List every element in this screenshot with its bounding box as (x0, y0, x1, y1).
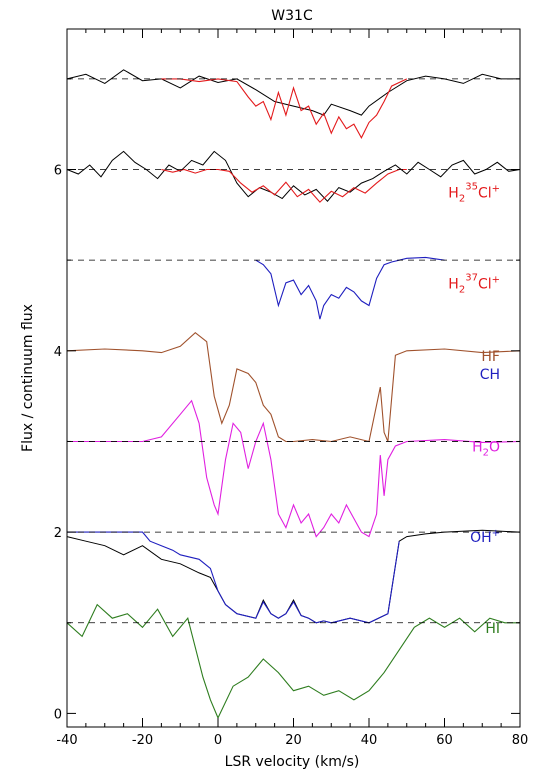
oh-model-line (67, 531, 400, 624)
y-tick-label: 4 (54, 345, 62, 360)
x-tick-label: -40 (56, 733, 77, 748)
x-tick-label: 0 (214, 733, 222, 748)
y-tick-label: 2 (54, 526, 62, 541)
axes: -40 -20 0 20 40 60 80 0 2 4 6 (54, 29, 529, 748)
hi-label: HI (485, 621, 500, 637)
y-axis-label: Flux / continuum flux (20, 304, 36, 452)
series-labels: H235Cl+ H237Cl+ CH HF H2O OH+ HI (448, 182, 500, 637)
ch-line (255, 256, 445, 320)
h2-37cl-label: H237Cl+ (448, 272, 500, 295)
x-tick-label: -20 (132, 733, 153, 748)
hi-line (66, 603, 520, 720)
hf-label: HF (481, 349, 500, 365)
h2-37cl-model-line (161, 168, 407, 203)
series-layer (66, 69, 521, 720)
x-tick-label: 40 (361, 733, 378, 748)
h2-35cl-observed-line (66, 69, 520, 116)
y-tick-label: 6 (54, 164, 62, 179)
h2o-line (67, 399, 521, 538)
h2-35cl-model-line (161, 78, 408, 139)
x-tick-label: 60 (436, 733, 453, 748)
y-tick-label: 0 (54, 707, 62, 722)
x-axis-label: LSR velocity (km/s) (225, 754, 360, 770)
ch-label: CH (480, 367, 500, 383)
x-tick-label: 80 (512, 733, 529, 748)
chart-title: W31C (271, 8, 313, 24)
h2-37cl-observed-line (66, 150, 521, 202)
h2-35cl-label: H235Cl+ (448, 182, 500, 205)
x-tick-label: 20 (285, 733, 302, 748)
oh-observed-line (66, 529, 521, 624)
hf-line (66, 331, 521, 443)
baselines (67, 78, 520, 624)
oh-label: OH+ (470, 528, 500, 546)
h2o-label: H2O (472, 439, 500, 458)
